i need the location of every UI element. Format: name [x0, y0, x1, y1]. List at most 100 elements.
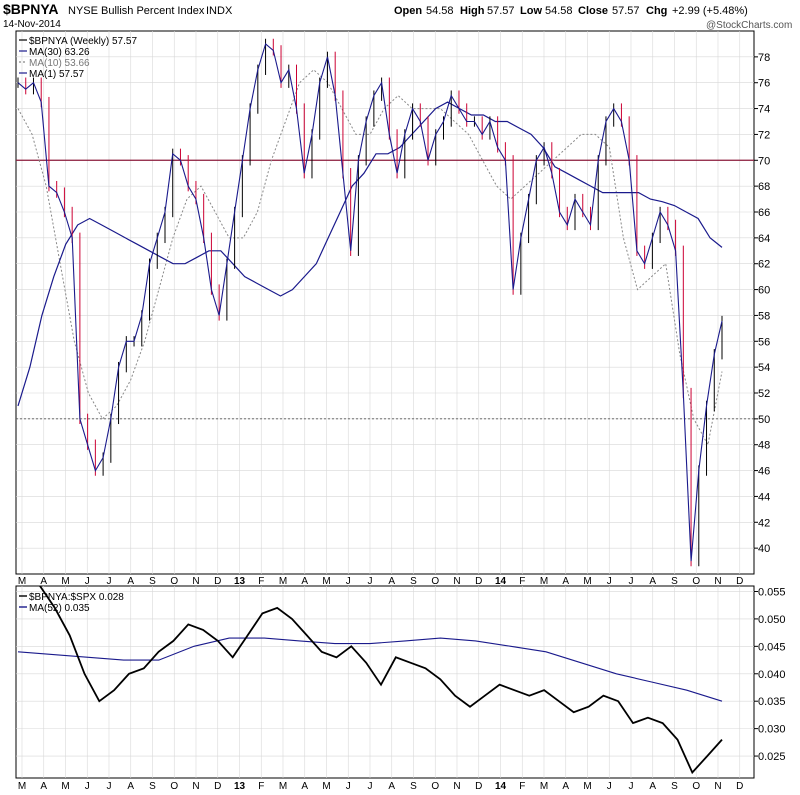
month-tick-label: J	[629, 781, 634, 792]
month-tick-label: N	[714, 576, 721, 587]
month-tick-label: F	[258, 576, 264, 587]
month-tick-label: J	[629, 576, 634, 587]
month-tick-label: M	[18, 781, 26, 792]
month-tick-label: A	[40, 781, 47, 792]
month-tick-label: O	[692, 781, 700, 792]
y-tick-label: 54	[758, 362, 770, 374]
y-tick-label: 64	[758, 233, 770, 245]
header-symbol: $BPNYA	[3, 1, 59, 17]
y-tick-label: 60	[758, 285, 770, 297]
legend-ma30: MA(30) 63.26	[29, 47, 90, 58]
month-tick-label: A	[301, 576, 308, 587]
y-tick-label: 48	[758, 440, 770, 452]
main-grid	[16, 31, 754, 574]
open-value: 54.58	[426, 5, 454, 17]
y-tick-label: 0.050	[758, 614, 786, 626]
ratio-y-axis: 0.025 0.030 0.035 0.040 0.045 0.050 0.055	[754, 586, 786, 763]
month-tick-label: N	[714, 781, 721, 792]
month-tick-label: N	[192, 576, 199, 587]
y-tick-label: 52	[758, 388, 770, 400]
month-tick-label: S	[410, 576, 417, 587]
ma30-line	[17, 101, 723, 407]
legend-ratio: $BPNYA:$SPX 0.028	[29, 592, 124, 603]
month-tick-label: M	[540, 576, 548, 587]
y-tick-label: 74	[758, 104, 770, 116]
month-tick-label: M	[61, 576, 69, 587]
y-tick-label: 58	[758, 310, 770, 322]
legend-price: $BPNYA (Weekly) 57.57	[29, 36, 137, 47]
chg-label: Chg	[646, 5, 667, 17]
chg-value: +2.99 (+5.48%)	[672, 5, 748, 17]
month-tick-label: D	[736, 781, 743, 792]
month-tick-label: D	[736, 576, 743, 587]
month-tick-label: J	[107, 576, 112, 587]
month-tick-label: J	[368, 781, 373, 792]
y-tick-label: 46	[758, 466, 770, 478]
month-tick-label: A	[649, 576, 656, 587]
legend-ma1: MA(1) 57.57	[29, 69, 84, 80]
month-tick-label: S	[149, 576, 156, 587]
y-tick-label: 62	[758, 259, 770, 271]
ratio-panel-frame	[15, 585, 755, 779]
month-tick-label: S	[671, 781, 678, 792]
y-tick-label: 50	[758, 414, 770, 426]
month-tick-label: 13	[234, 781, 246, 792]
month-tick-label: O	[431, 781, 439, 792]
ma52-line	[17, 637, 723, 702]
y-tick-label: 0.035	[758, 696, 786, 708]
month-tick-label: A	[562, 781, 569, 792]
month-tick-label: N	[192, 781, 199, 792]
close-value: 57.57	[612, 5, 640, 17]
main-series	[17, 38, 723, 567]
ratio-line	[39, 585, 723, 775]
month-tick-label: J	[107, 781, 112, 792]
main-panel-frame	[15, 30, 755, 575]
y-tick-label: 0.025	[758, 751, 786, 763]
header-exchange: INDX	[206, 5, 233, 17]
reference-lines	[16, 159, 754, 420]
month-tick-label: D	[475, 781, 482, 792]
y-tick-label: 40	[758, 543, 770, 555]
month-tick-label: M	[279, 781, 287, 792]
month-tick-label: N	[453, 781, 460, 792]
month-tick-label: F	[519, 781, 525, 792]
month-tick-label: A	[127, 576, 134, 587]
main-x-axis: M A M J J A S O N D 13 F M A M J J A S O N D 14 F M A M J J A S O N D	[18, 576, 744, 587]
month-tick-label: S	[671, 576, 678, 587]
month-tick-label: S	[410, 781, 417, 792]
legend-ma10: MA(10) 53.66	[29, 58, 90, 69]
month-tick-label: D	[214, 576, 221, 587]
y-tick-label: 78	[758, 52, 770, 64]
legend-ma52: MA(52) 0.035	[29, 603, 90, 614]
low-value: 54.58	[545, 5, 573, 17]
y-tick-label: 44	[758, 491, 770, 503]
header-name: NYSE Bullish Percent Index	[68, 5, 205, 17]
month-tick-label: A	[562, 576, 569, 587]
y-tick-label: 72	[758, 129, 770, 141]
month-tick-label: J	[607, 576, 612, 587]
month-tick-label: A	[127, 781, 134, 792]
y-tick-label: 66	[758, 207, 770, 219]
month-tick-label: M	[18, 576, 26, 587]
open-label: Open	[394, 5, 422, 17]
high-label: High	[460, 5, 485, 17]
y-tick-label: 0.030	[758, 724, 786, 736]
ratio-x-axis: M A M J J A S O N D 13 F M A M J J A S O N D 14 F M A M J J A S O N D	[18, 781, 744, 792]
month-tick-label: A	[40, 576, 47, 587]
month-tick-label: M	[540, 781, 548, 792]
month-tick-label: J	[607, 781, 612, 792]
low-label: Low	[520, 5, 542, 17]
month-tick-label: 14	[495, 576, 507, 587]
y-tick-label: 42	[758, 517, 770, 529]
ratio-grid	[16, 586, 754, 778]
ma1-line	[17, 42, 723, 562]
y-tick-label: 0.045	[758, 641, 786, 653]
watermark: @StockCharts.com	[706, 20, 792, 31]
month-tick-label: J	[85, 576, 90, 587]
month-tick-label: O	[170, 576, 178, 587]
month-tick-label: 13	[234, 576, 246, 587]
y-tick-label: 0.040	[758, 669, 786, 681]
month-tick-label: O	[692, 576, 700, 587]
month-tick-label: M	[322, 576, 330, 587]
